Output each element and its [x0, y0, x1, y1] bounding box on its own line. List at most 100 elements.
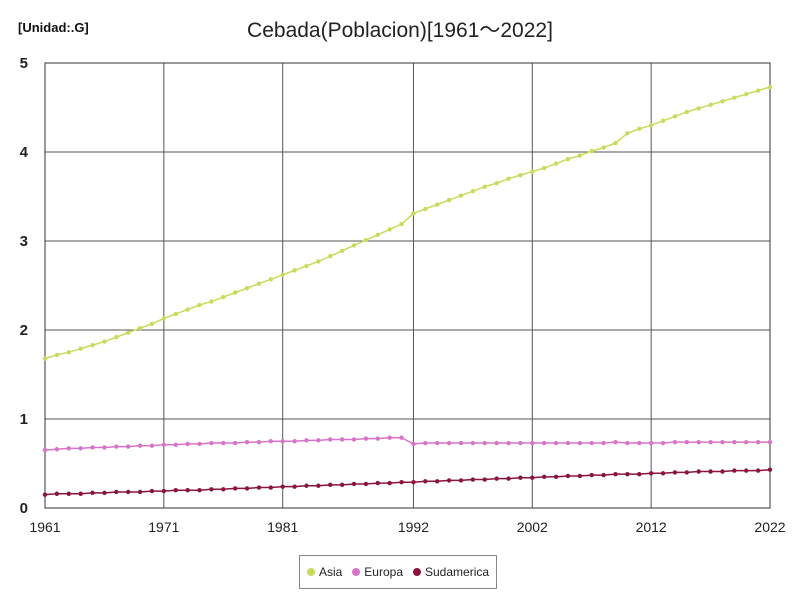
data-point-europa [648, 440, 654, 446]
data-point-sudamerica [221, 487, 226, 492]
y-tick-label: 3 [20, 233, 28, 250]
data-point-europa [375, 436, 380, 441]
legend-item-europa: Europa [352, 565, 403, 579]
data-point-sudamerica [54, 491, 60, 496]
data-point-europa [328, 437, 333, 442]
data-point-europa [506, 440, 511, 446]
y-tick-label: 0 [20, 500, 28, 517]
data-point-sudamerica [482, 477, 487, 482]
series-line-asia [44, 86, 771, 360]
x-tick-label: 1971 [148, 519, 179, 535]
legend-label: Europa [364, 565, 403, 579]
data-point-sudamerica [268, 485, 274, 490]
data-point-europa [446, 440, 452, 446]
data-point-europa [565, 440, 571, 446]
data-point-europa [672, 439, 678, 445]
data-point-sudamerica [197, 488, 202, 493]
data-point-asia [530, 169, 535, 174]
data-point-sudamerica [232, 486, 238, 491]
data-point-europa [435, 440, 440, 446]
data-point-europa [66, 446, 71, 451]
data-point-asia [42, 356, 48, 361]
data-point-europa [339, 437, 345, 442]
data-point-asia [387, 227, 392, 232]
data-point-sudamerica [423, 479, 428, 484]
data-point-asia [541, 165, 547, 171]
data-point-europa [268, 439, 274, 444]
data-point-europa [114, 444, 119, 449]
data-point-europa [54, 447, 60, 452]
data-point-asia [304, 263, 309, 269]
data-point-asia [684, 109, 690, 115]
data-point-asia [767, 84, 773, 90]
data-point-asia [316, 259, 321, 264]
data-point-europa [684, 439, 690, 445]
x-tick-label: 1992 [398, 519, 429, 535]
data-point-europa [292, 439, 297, 444]
data-point-europa [518, 440, 523, 446]
data-point-asia [137, 326, 143, 331]
data-point-sudamerica [90, 490, 95, 496]
data-point-sudamerica [185, 488, 190, 493]
data-point-europa [660, 440, 666, 446]
data-point-sudamerica [684, 470, 690, 475]
data-point-sudamerica [625, 471, 630, 477]
data-point-europa [42, 447, 48, 453]
data-point-asia [506, 176, 511, 181]
data-point-sudamerica [114, 489, 119, 495]
data-point-sudamerica [589, 472, 594, 478]
data-point-sudamerica [506, 476, 511, 481]
data-point-sudamerica [387, 480, 392, 486]
data-point-sudamerica [435, 479, 440, 484]
data-point-europa [530, 440, 535, 446]
data-point-sudamerica [161, 488, 167, 494]
data-point-asia [470, 188, 476, 194]
data-point-europa [553, 440, 559, 446]
data-point-asia [625, 131, 630, 136]
data-point-asia [173, 311, 178, 317]
data-point-europa [363, 436, 369, 441]
data-point-asia [114, 334, 119, 340]
data-point-europa [541, 440, 547, 446]
data-point-asia [78, 346, 83, 351]
data-point-europa [185, 441, 190, 447]
data-point-europa [316, 438, 321, 443]
data-point-europa [411, 441, 416, 447]
data-point-asia [744, 91, 749, 97]
data-point-asia [613, 140, 618, 146]
data-point-asia [54, 352, 60, 358]
data-point-asia [125, 330, 131, 335]
data-point-asia [648, 123, 654, 128]
legend-item-sudamerica: Sudamerica [413, 565, 489, 579]
data-point-asia [351, 243, 357, 248]
data-point-sudamerica [280, 484, 285, 489]
data-point-europa [423, 440, 428, 446]
data-point-asia [458, 193, 464, 198]
data-point-sudamerica [458, 478, 464, 483]
data-point-sudamerica [767, 467, 773, 472]
data-point-asia [601, 145, 606, 150]
x-tick-label: 2012 [636, 519, 667, 535]
data-point-asia [339, 248, 345, 253]
data-point-sudamerica [316, 483, 321, 488]
data-point-europa [173, 442, 178, 448]
data-point-asia [375, 232, 380, 237]
data-point-asia [696, 106, 701, 111]
data-point-europa [387, 435, 392, 440]
data-point-sudamerica [577, 473, 583, 479]
data-point-europa [102, 445, 107, 450]
data-point-sudamerica [173, 488, 178, 493]
data-point-europa [304, 438, 309, 443]
x-tick-label: 1981 [267, 519, 298, 535]
data-point-sudamerica [399, 479, 404, 485]
data-point-sudamerica [304, 483, 309, 488]
data-point-sudamerica [137, 489, 143, 495]
y-tick-label: 2 [20, 322, 28, 339]
data-point-europa [256, 439, 262, 445]
y-tick-label: 4 [20, 144, 29, 161]
data-point-europa [78, 446, 83, 451]
data-point-asia [209, 299, 214, 304]
data-point-sudamerica [720, 469, 725, 474]
data-point-asia [637, 126, 642, 132]
data-point-asia [399, 221, 404, 227]
